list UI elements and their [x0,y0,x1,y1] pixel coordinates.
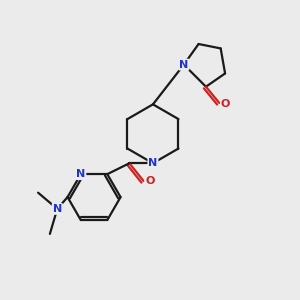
Text: N: N [179,60,188,70]
Text: N: N [76,169,86,179]
Text: O: O [145,176,155,186]
Text: N: N [52,204,62,214]
Text: N: N [148,158,158,168]
Text: O: O [221,99,230,110]
